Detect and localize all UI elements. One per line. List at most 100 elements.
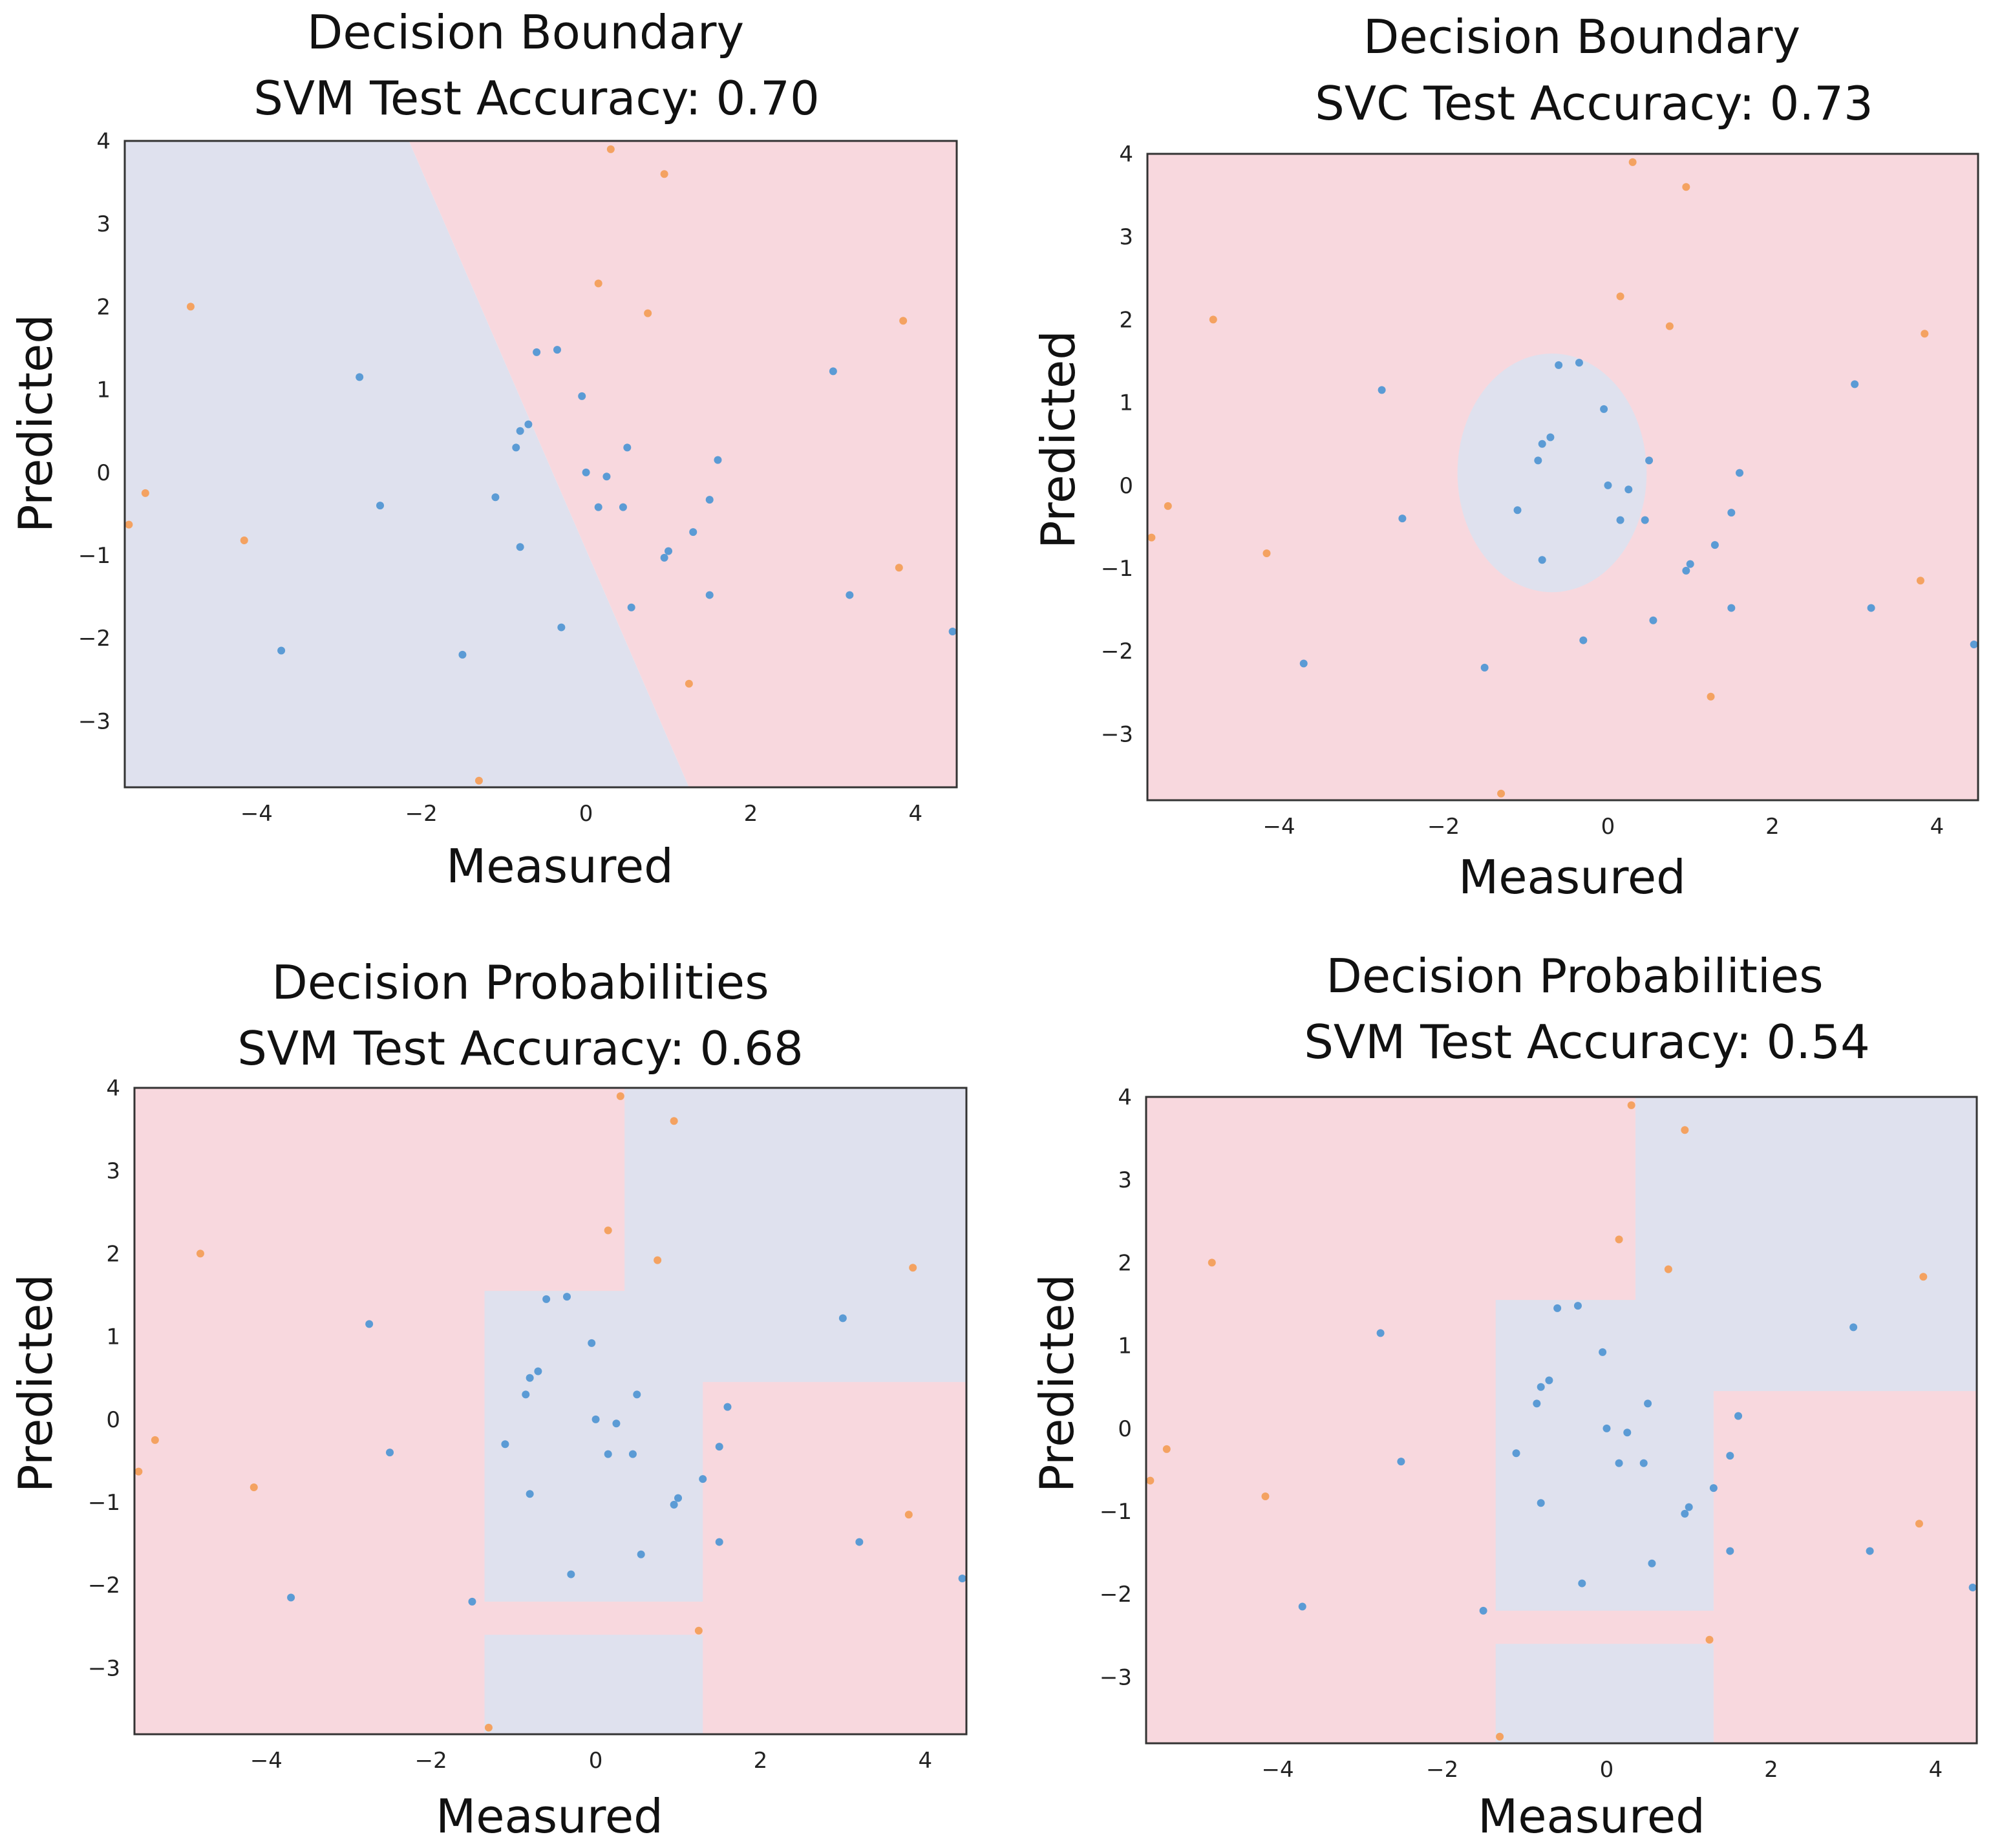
- y-tick-label: 4: [1119, 142, 1133, 167]
- data-point-blue: [846, 591, 854, 599]
- data-point-blue: [1512, 1449, 1520, 1458]
- x-tick-label: −4: [1262, 1757, 1294, 1783]
- data-point-blue: [1851, 380, 1859, 388]
- data-point-blue: [1578, 1579, 1586, 1588]
- y-tick-label: −2: [78, 626, 111, 652]
- data-point-orange: [1919, 1273, 1928, 1281]
- data-point-blue: [612, 1419, 621, 1428]
- data-point-blue: [1533, 1399, 1541, 1408]
- data-point-blue: [633, 1390, 641, 1399]
- y-tick-label: 3: [1119, 224, 1133, 250]
- data-point-blue: [1649, 616, 1657, 624]
- data-point-orange: [644, 309, 652, 317]
- chart-title-line1: Decision Probabilities: [272, 955, 769, 1010]
- data-point-blue: [715, 1538, 723, 1546]
- panel-decision-probabilities-054: Decision Probabilities SVM Test Accuracy…: [1030, 949, 1978, 1843]
- data-point-blue: [1538, 440, 1546, 448]
- data-point-blue: [1546, 433, 1555, 441]
- plot-content: [134, 1088, 966, 1734]
- data-point-blue: [948, 627, 957, 635]
- data-point-blue: [1573, 1302, 1582, 1310]
- y-tick-label: −1: [1100, 1499, 1132, 1525]
- data-point-blue: [1682, 566, 1690, 575]
- plot-area: −4 −2 0 2 4 4 3 2 1 0 −1 −2 −3: [1100, 1085, 1978, 1783]
- data-point-orange: [1496, 1732, 1504, 1741]
- chart-title-line2: SVM Test Accuracy: 0.70: [253, 71, 820, 125]
- y-tick-label: −3: [1101, 721, 1133, 747]
- data-point-orange: [1707, 692, 1715, 701]
- data-point-orange: [1164, 502, 1172, 510]
- data-point-blue: [533, 348, 541, 356]
- data-point-blue: [674, 1494, 683, 1502]
- data-point-blue: [1727, 509, 1736, 517]
- decision-region-blue: [1495, 1644, 1714, 1743]
- data-point-blue: [619, 503, 627, 511]
- data-point-orange: [196, 1249, 204, 1258]
- x-tick-label: −2: [1426, 1757, 1458, 1783]
- data-point-orange: [125, 520, 133, 529]
- x-axis-label: Measured: [436, 1789, 663, 1843]
- data-point-orange: [904, 1511, 913, 1519]
- data-point-blue: [604, 1450, 612, 1458]
- data-point-blue: [1616, 516, 1624, 524]
- y-tick-label: 3: [1118, 1167, 1132, 1193]
- data-point-blue: [562, 1293, 571, 1301]
- data-point-blue: [958, 1574, 966, 1582]
- x-tick-label: 2: [744, 801, 758, 827]
- data-point-blue: [660, 553, 668, 562]
- data-point-orange: [1147, 533, 1156, 542]
- data-point-blue: [1538, 556, 1546, 564]
- plot-frame: [133, 1087, 968, 1736]
- x-tick-label: −4: [1263, 814, 1295, 840]
- data-point-blue: [1968, 1583, 1977, 1591]
- data-point-blue: [594, 503, 602, 511]
- data-point-blue: [287, 1593, 295, 1602]
- data-point-blue: [526, 1374, 534, 1382]
- x-tick-label: 2: [1765, 814, 1780, 840]
- data-point-orange: [1616, 292, 1624, 301]
- chart-title-line1: Decision Boundary: [307, 5, 744, 59]
- data-point-blue: [1709, 1484, 1718, 1492]
- y-tick-label: −1: [1101, 556, 1133, 582]
- y-axis-label: Predicted: [1031, 330, 1085, 549]
- x-tick-label: −2: [1427, 814, 1460, 840]
- data-point-blue: [1849, 1323, 1858, 1332]
- x-axis-label: Measured: [1458, 850, 1686, 904]
- y-tick-label: 2: [106, 1241, 120, 1267]
- data-point-blue: [1710, 541, 1719, 549]
- data-point-orange: [134, 1467, 143, 1476]
- data-point-blue: [1599, 1348, 1607, 1356]
- data-point-orange: [1146, 1476, 1155, 1485]
- data-point-orange: [909, 1264, 917, 1272]
- y-tick-label: −3: [1100, 1664, 1132, 1690]
- y-tick-label: 0: [106, 1407, 120, 1433]
- x-tick-label: 0: [1601, 814, 1615, 840]
- y-axis-label: Predicted: [8, 314, 63, 533]
- data-point-blue: [1639, 1459, 1648, 1467]
- data-point-blue: [1513, 506, 1522, 515]
- data-point-blue: [1644, 1399, 1652, 1408]
- plot-content: [125, 141, 957, 787]
- y-tick-label: 2: [1118, 1250, 1132, 1276]
- data-point-blue: [855, 1538, 864, 1546]
- y-tick-label: 1: [1119, 390, 1133, 416]
- plot-frame: [1145, 1096, 1978, 1745]
- data-point-blue: [1480, 663, 1489, 672]
- chart-title-line1: Decision Probabilities: [1326, 949, 1823, 1003]
- y-tick-label: 0: [1119, 473, 1133, 499]
- data-point-orange: [240, 536, 248, 544]
- data-point-blue: [1537, 1499, 1545, 1507]
- data-point-blue: [1600, 405, 1608, 413]
- data-point-orange: [1209, 315, 1217, 324]
- data-point-blue: [670, 1500, 678, 1509]
- data-point-blue: [689, 528, 697, 536]
- data-point-orange: [895, 564, 903, 572]
- data-point-orange: [606, 145, 615, 153]
- panel-decision-probabilities-068: Decision Probabilities SVM Test Accuracy…: [8, 955, 968, 1843]
- data-point-blue: [534, 1367, 542, 1375]
- data-point-blue: [714, 456, 722, 464]
- data-point-blue: [1376, 1329, 1385, 1337]
- data-point-blue: [1645, 456, 1654, 465]
- data-point-blue: [602, 473, 611, 481]
- data-point-blue: [356, 373, 364, 381]
